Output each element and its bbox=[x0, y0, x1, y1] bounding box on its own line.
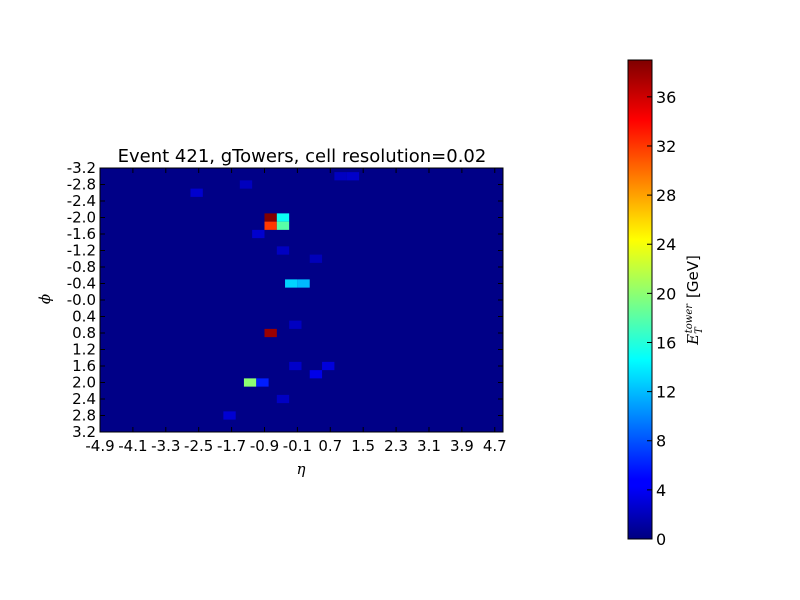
y-tick-label: 0.8 bbox=[72, 324, 96, 342]
y-tick-label: -0.8 bbox=[67, 258, 96, 276]
colorbar-label-sub: T bbox=[694, 326, 705, 334]
y-axis-label: ϕ bbox=[36, 294, 54, 304]
y-tick-label: 1.2 bbox=[72, 341, 96, 359]
colorbar-tick-label: 12 bbox=[656, 383, 676, 402]
x-tick-label: 3.9 bbox=[450, 437, 474, 455]
heatmap-cell bbox=[252, 229, 265, 239]
y-tick-label: -0.4 bbox=[67, 275, 96, 293]
heatmap-cell bbox=[322, 361, 335, 371]
heatmap-background bbox=[100, 168, 503, 432]
heatmap-cell bbox=[239, 180, 253, 189]
heatmap-cell bbox=[289, 361, 302, 371]
x-tick-label: -2.5 bbox=[184, 437, 213, 455]
heatmap-cell bbox=[276, 213, 290, 222]
heatmap-cell bbox=[309, 254, 323, 263]
y-tick-label: -1.2 bbox=[67, 242, 96, 260]
y-tick-label: -2.4 bbox=[67, 192, 96, 210]
heatmap-cell bbox=[289, 320, 302, 329]
heatmap-cell bbox=[276, 246, 290, 255]
y-axis-ticks: -3.2-2.8-2.4-2.0-1.6-1.2-0.8-0.4-0.00.40… bbox=[67, 159, 503, 441]
colorbar-ticks: 0 4 8 12 16 20 24 28 32 36 bbox=[647, 88, 676, 549]
y-tick-label: -3.2 bbox=[67, 159, 96, 177]
x-axis-label: η bbox=[297, 460, 306, 478]
colorbar-tick-label: 20 bbox=[656, 284, 676, 303]
x-tick-label: -0.9 bbox=[250, 437, 279, 455]
colorbar-tick-label: 16 bbox=[656, 333, 676, 352]
y-tick-label: 2.0 bbox=[72, 374, 96, 392]
colorbar-tick-label: 4 bbox=[656, 481, 666, 500]
colorbar-label-sup: tower bbox=[684, 303, 695, 334]
y-tick-label: -2.0 bbox=[67, 209, 96, 227]
heatmap-cell bbox=[276, 394, 290, 404]
x-tick-label: -0.1 bbox=[283, 437, 312, 455]
x-tick-label: 3.1 bbox=[417, 437, 441, 455]
y-tick-label: -2.8 bbox=[67, 176, 96, 194]
colorbar-tick-label: 28 bbox=[656, 186, 676, 205]
colorbar bbox=[627, 59, 653, 540]
x-tick-label: 4.7 bbox=[483, 437, 507, 455]
heatmap-cell bbox=[256, 378, 269, 387]
colorbar-label-unit: [GeV] bbox=[684, 255, 702, 298]
heatmap-cell bbox=[334, 172, 347, 181]
heatmap-cell bbox=[190, 188, 203, 197]
x-tick-label: -4.1 bbox=[118, 437, 147, 455]
x-axis-ticks: -4.9 -4.1 -3.3 -2.5 -1.7 -0.9 -0.1 0.7 1.5 2.3 3.1… bbox=[85, 168, 507, 455]
y-tick-label: 1.6 bbox=[72, 357, 96, 375]
heatmap-cell bbox=[243, 378, 257, 387]
heatmap-cell bbox=[264, 213, 277, 222]
x-tick-label: -3.3 bbox=[151, 437, 180, 455]
heatmap-cell bbox=[309, 370, 323, 379]
colorbar-tick-label: 36 bbox=[656, 88, 676, 107]
x-tick-label: 2.3 bbox=[384, 437, 408, 455]
colorbar-tick-label: 24 bbox=[656, 235, 676, 254]
y-tick-label: 3.2 bbox=[72, 423, 96, 441]
colorbar-tick-label: 32 bbox=[656, 137, 676, 156]
y-tick-label: -1.6 bbox=[67, 225, 96, 243]
x-tick-label: 0.7 bbox=[318, 437, 342, 455]
heatmap-cell bbox=[264, 221, 277, 230]
colorbar-tick-label: 8 bbox=[656, 432, 666, 451]
x-tick-label: -1.7 bbox=[217, 437, 246, 455]
y-tick-label: 2.8 bbox=[72, 407, 96, 425]
colorbar-label: ETtower [GeV] bbox=[684, 255, 705, 346]
x-tick-label: 1.5 bbox=[351, 437, 375, 455]
colorbar-label-main: E bbox=[684, 334, 702, 346]
heatmap-cell bbox=[264, 328, 277, 338]
x-tick-label: -4.9 bbox=[85, 437, 114, 455]
y-tick-label: 2.4 bbox=[72, 390, 96, 408]
heatmap-cell bbox=[223, 411, 236, 420]
chart-title: Event 421, gTowers, cell resolution=0.02 bbox=[118, 146, 487, 167]
heatmap-cell bbox=[276, 221, 290, 230]
y-tick-label: 0.4 bbox=[72, 308, 96, 326]
heatmap-cell bbox=[285, 279, 298, 288]
y-tick-label: -0.0 bbox=[67, 291, 96, 309]
heatmap-grid bbox=[100, 168, 503, 432]
colorbar-tick-label: 0 bbox=[656, 530, 666, 549]
heatmap-cell bbox=[346, 172, 360, 181]
heatmap-cell bbox=[297, 279, 310, 288]
